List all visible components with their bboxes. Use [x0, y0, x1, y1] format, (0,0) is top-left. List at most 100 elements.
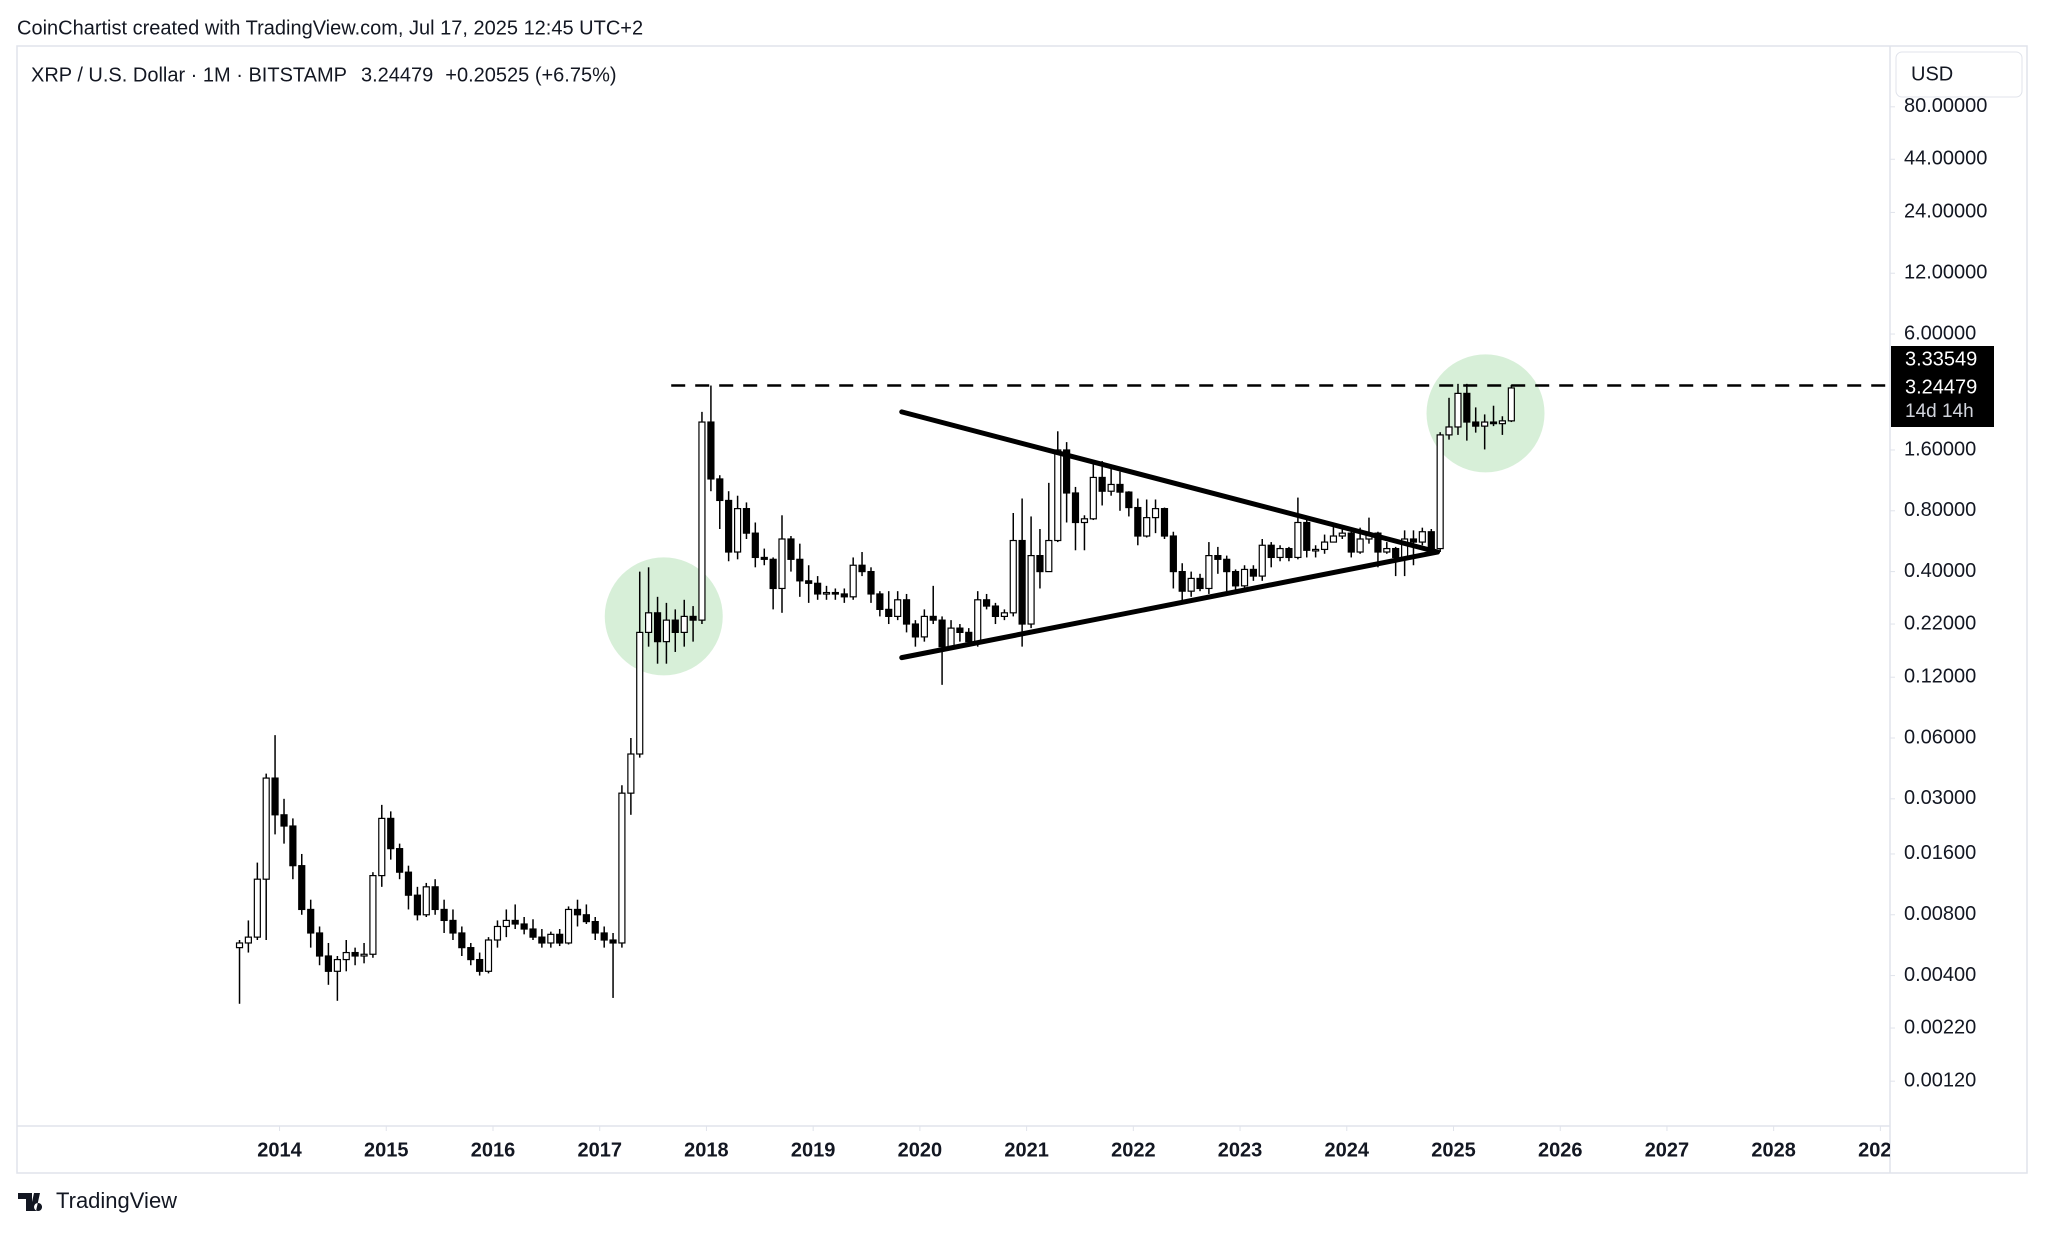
candle-body [1027, 554, 1035, 625]
candle-body [502, 919, 510, 928]
candle-body [298, 865, 306, 911]
candle-body [476, 958, 484, 972]
candle-body [1392, 547, 1400, 559]
x-tick-label: 2017 [577, 1139, 622, 1161]
last-price-box [1891, 374, 1994, 427]
candle-body [849, 564, 857, 598]
x-tick-label: 2020 [898, 1139, 943, 1161]
candle-body [1116, 483, 1124, 493]
candle-body [564, 908, 573, 944]
candle-body [573, 908, 582, 916]
time-axis: 2014 2015 2016 2017 2018 2019 2020 2021 2022 2023… [257, 1126, 1890, 1161]
candle-body [315, 932, 324, 957]
candle-body [1409, 538, 1418, 543]
candle-body [1383, 547, 1391, 553]
x-tick-label: 2014 [257, 1139, 302, 1161]
candle-body [1338, 532, 1346, 537]
candle-body [680, 615, 688, 633]
candle-body [547, 933, 555, 944]
candle-body [484, 939, 493, 972]
currency-button[interactable] [1895, 51, 2023, 98]
legend: XRP / U.S. Dollar · 1M · BITSTAMP 3.2447… [31, 64, 617, 86]
candle-body [591, 921, 599, 934]
candle-body [1347, 532, 1355, 553]
candle-body [911, 623, 919, 638]
plot-area [235, 354, 1890, 1004]
candle-body [1169, 535, 1177, 573]
candle-body [689, 615, 697, 621]
candle-body [636, 631, 644, 755]
candle-body [1436, 434, 1444, 550]
candle-body [1374, 532, 1382, 553]
candle-body [1240, 568, 1249, 587]
symbol: XRP / U.S. Dollar · 1M · BITSTAMP [31, 64, 347, 86]
candle-body [600, 932, 608, 941]
candle-body [1258, 544, 1266, 577]
candle-body [778, 538, 786, 590]
x-tick-label: 2025 [1431, 1139, 1476, 1161]
candle-body [1312, 548, 1320, 552]
candle-body [1231, 570, 1240, 587]
candle-body [378, 817, 386, 877]
y-tick-label: 0.00400 [1904, 964, 1976, 986]
candle-body [956, 627, 964, 633]
candle-body [333, 958, 341, 972]
brand: TradingView [18, 1188, 177, 1213]
candle-body [1454, 392, 1462, 428]
currency[interactable]: USD [1911, 63, 1953, 85]
candle-body [653, 612, 662, 643]
candle-body [920, 615, 928, 638]
candle-body [982, 599, 991, 607]
x-tick-label: 2018 [684, 1139, 729, 1161]
candle-body [733, 508, 742, 553]
y-tick-label: 6.00000 [1904, 322, 1976, 344]
candle-body [1498, 420, 1506, 425]
candle-body [1036, 554, 1044, 573]
highlight [1426, 354, 1545, 473]
candle-body [1472, 421, 1480, 427]
x-tick-label: 2028 [1751, 1139, 1796, 1161]
candle-body [867, 570, 875, 595]
candle-body [431, 886, 439, 911]
y-tick-label: 0.00800 [1904, 903, 1976, 925]
candle-body [1267, 544, 1275, 559]
candle-body [627, 753, 635, 794]
candle-body [396, 848, 404, 873]
trendline [899, 549, 1440, 661]
candle-body [1089, 476, 1097, 520]
candle-body [742, 508, 751, 534]
candle-body [520, 923, 528, 930]
candle-body [1000, 612, 1009, 618]
candle-body [1329, 535, 1338, 543]
candle-body [858, 564, 866, 573]
candle-body [644, 612, 653, 633]
candle-body [342, 951, 350, 961]
candle-body [805, 580, 813, 584]
candle-body [1418, 531, 1426, 543]
candle-body [1178, 570, 1186, 592]
y-tick-label: 0.00220 [1904, 1016, 1976, 1038]
candle-body [369, 875, 377, 955]
candle-body [698, 421, 706, 621]
candle-body [1125, 491, 1133, 509]
y-tick-label: 0.01600 [1904, 842, 1976, 864]
candle-body [769, 558, 777, 590]
candle-body [725, 499, 733, 553]
x-tick-label: 2016 [471, 1139, 516, 1161]
trendline [899, 409, 1440, 555]
candle-body [458, 932, 466, 949]
candle-body [947, 627, 955, 648]
candle-body [760, 556, 768, 560]
candle-body [235, 942, 244, 949]
watermark: CoinChartist created with TradingView.co… [17, 17, 643, 39]
candle-body [360, 953, 368, 957]
candle-body [1045, 539, 1053, 573]
candle-body [1187, 577, 1195, 592]
candle-body [307, 908, 315, 934]
x-tick-label: 2022 [1111, 1139, 1156, 1161]
candle-body [1160, 508, 1169, 537]
candle-body [1151, 508, 1160, 519]
candle-body [1356, 538, 1364, 553]
candle-body [876, 593, 884, 610]
